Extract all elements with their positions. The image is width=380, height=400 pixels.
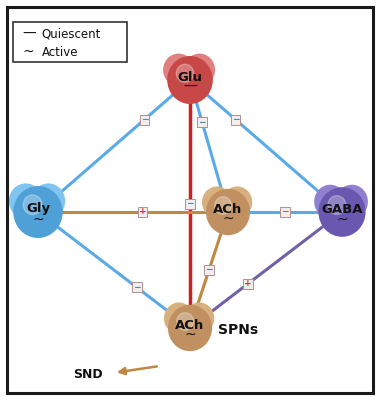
Text: ~: ~ xyxy=(184,328,196,342)
Bar xyxy=(204,265,214,275)
Circle shape xyxy=(177,313,193,330)
Text: ~: ~ xyxy=(32,213,44,227)
Text: −: − xyxy=(281,208,289,216)
Bar xyxy=(231,114,241,124)
Text: Gly: Gly xyxy=(26,202,50,215)
Circle shape xyxy=(164,302,194,334)
Text: GABA: GABA xyxy=(321,202,363,216)
Circle shape xyxy=(163,54,194,86)
Text: Quiescent: Quiescent xyxy=(42,28,101,40)
Text: ACh: ACh xyxy=(214,203,242,216)
Circle shape xyxy=(314,185,346,218)
Bar xyxy=(198,117,207,127)
Circle shape xyxy=(176,64,194,82)
Circle shape xyxy=(168,305,212,351)
Text: −: − xyxy=(205,266,213,274)
Circle shape xyxy=(336,185,368,218)
Text: −: − xyxy=(141,115,148,124)
Circle shape xyxy=(23,195,42,214)
Text: Glu: Glu xyxy=(177,71,203,84)
Text: +: + xyxy=(139,208,146,216)
Text: ~: ~ xyxy=(23,45,35,59)
Bar xyxy=(185,199,195,209)
Bar xyxy=(140,114,149,124)
Text: SND: SND xyxy=(73,368,103,380)
Text: —: — xyxy=(183,80,197,94)
Text: Active: Active xyxy=(42,46,78,58)
Circle shape xyxy=(184,302,214,334)
Text: ~: ~ xyxy=(222,212,234,226)
Bar xyxy=(138,207,147,217)
Circle shape xyxy=(9,183,43,219)
Text: −: − xyxy=(198,118,206,127)
Bar xyxy=(243,279,253,289)
Bar xyxy=(280,207,290,217)
Text: ~: ~ xyxy=(336,212,348,226)
Text: ACh: ACh xyxy=(176,319,204,332)
Circle shape xyxy=(328,196,346,214)
Text: SPNs: SPNs xyxy=(218,323,259,337)
Text: +: + xyxy=(244,280,252,288)
Circle shape xyxy=(202,186,232,218)
Circle shape xyxy=(184,54,215,86)
Circle shape xyxy=(318,187,366,237)
Bar xyxy=(13,22,127,62)
Circle shape xyxy=(215,197,231,214)
Circle shape xyxy=(206,189,250,235)
Text: −: − xyxy=(133,283,141,292)
Circle shape xyxy=(167,56,213,104)
Circle shape xyxy=(222,186,252,218)
Bar xyxy=(132,282,141,292)
Text: −: − xyxy=(232,115,239,124)
Text: −: − xyxy=(186,200,194,208)
Circle shape xyxy=(32,183,65,219)
Circle shape xyxy=(13,186,63,238)
Text: —: — xyxy=(23,27,36,41)
